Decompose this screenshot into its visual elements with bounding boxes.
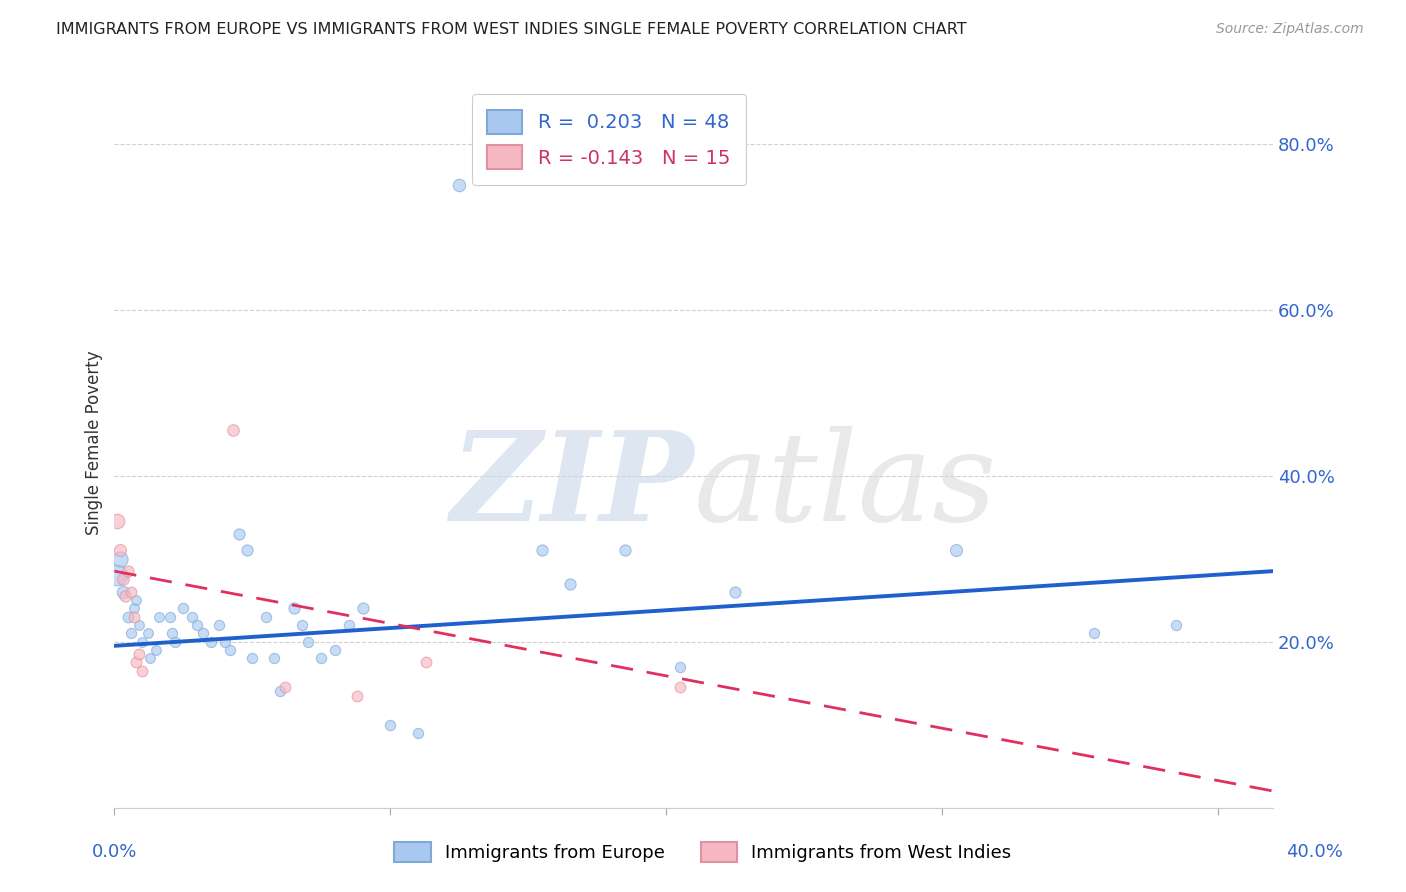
- Point: [105, 514, 128, 528]
- Y-axis label: Single Female Poverty: Single Female Poverty: [86, 351, 103, 535]
- Point: [274, 681, 297, 695]
- Point: [1166, 618, 1188, 632]
- Point: [263, 651, 285, 665]
- Point: [145, 643, 167, 657]
- Point: [530, 543, 553, 558]
- Point: [254, 609, 277, 624]
- Legend: Immigrants from Europe, Immigrants from West Indies: Immigrants from Europe, Immigrants from …: [387, 835, 1019, 870]
- Point: [180, 609, 202, 624]
- Point: [337, 618, 360, 632]
- Point: [380, 717, 402, 731]
- Point: [352, 601, 374, 615]
- Point: [291, 618, 314, 632]
- Point: [128, 647, 150, 661]
- Point: [131, 664, 153, 678]
- Point: [219, 643, 242, 657]
- Text: Source: ZipAtlas.com: Source: ZipAtlas.com: [1216, 22, 1364, 37]
- Point: [283, 601, 305, 615]
- Point: [323, 643, 346, 657]
- Point: [114, 589, 136, 603]
- Point: [111, 573, 134, 587]
- Text: 40.0%: 40.0%: [1286, 843, 1343, 861]
- Point: [613, 543, 636, 558]
- Point: [311, 651, 333, 665]
- Point: [214, 634, 236, 648]
- Point: [191, 626, 214, 640]
- Point: [222, 423, 245, 437]
- Point: [125, 656, 148, 670]
- Point: [172, 601, 194, 615]
- Point: [240, 651, 263, 665]
- Point: [669, 681, 692, 695]
- Point: [139, 651, 162, 665]
- Point: [120, 626, 142, 640]
- Point: [120, 585, 142, 599]
- Point: [236, 543, 259, 558]
- Point: [148, 609, 170, 624]
- Point: [415, 656, 437, 670]
- Point: [159, 609, 181, 624]
- Text: IMMIGRANTS FROM EUROPE VS IMMIGRANTS FROM WEST INDIES SINGLE FEMALE POVERTY CORR: IMMIGRANTS FROM EUROPE VS IMMIGRANTS FRO…: [56, 22, 967, 37]
- Text: ZIP: ZIP: [450, 425, 693, 547]
- Point: [122, 609, 145, 624]
- Point: [165, 634, 187, 648]
- Text: atlas: atlas: [693, 425, 997, 547]
- Point: [669, 659, 692, 673]
- Point: [449, 178, 471, 193]
- Point: [406, 726, 429, 740]
- Point: [724, 585, 747, 599]
- Point: [208, 618, 231, 632]
- Text: 0.0%: 0.0%: [91, 843, 136, 861]
- Point: [186, 618, 208, 632]
- Point: [1083, 626, 1105, 640]
- Point: [131, 634, 153, 648]
- Point: [108, 551, 131, 566]
- Point: [346, 689, 368, 703]
- Point: [200, 634, 222, 648]
- Point: [122, 601, 145, 615]
- Point: [945, 543, 967, 558]
- Point: [117, 609, 139, 624]
- Point: [105, 568, 128, 582]
- Point: [558, 576, 581, 591]
- Point: [269, 684, 291, 698]
- Point: [125, 593, 148, 607]
- Point: [128, 618, 150, 632]
- Point: [162, 626, 184, 640]
- Point: [297, 634, 319, 648]
- Point: [228, 526, 250, 541]
- Point: [136, 626, 159, 640]
- Legend: R =  0.203   N = 48, R = -0.143   N = 15: R = 0.203 N = 48, R = -0.143 N = 15: [472, 95, 745, 185]
- Point: [108, 543, 131, 558]
- Point: [111, 585, 134, 599]
- Point: [117, 564, 139, 578]
